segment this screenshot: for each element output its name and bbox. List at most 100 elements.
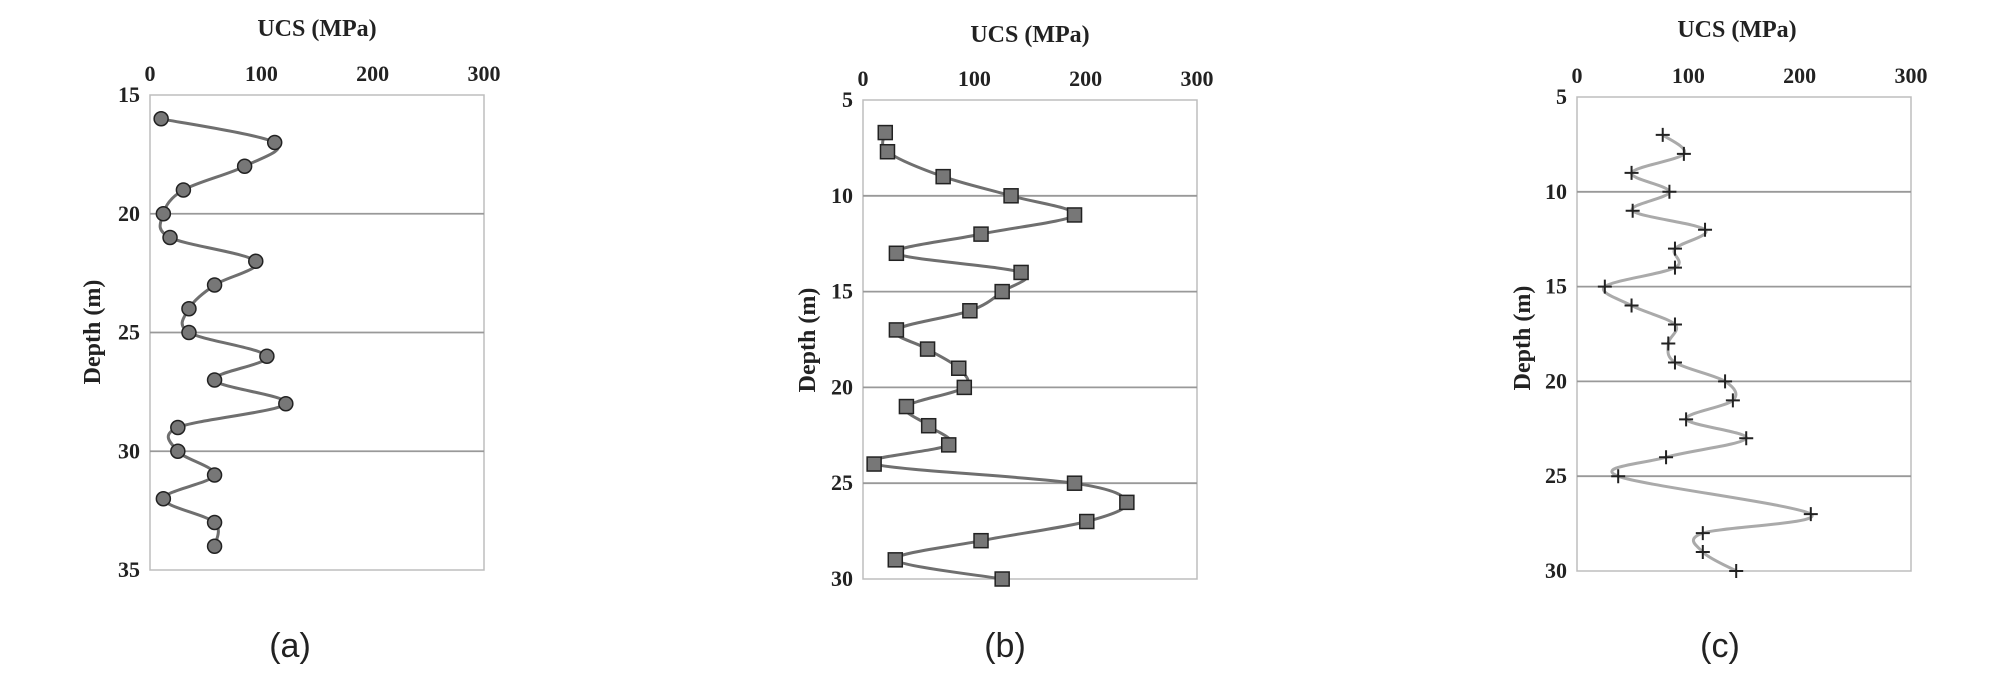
chart-c-data-point (1624, 165, 1639, 180)
chart-c-data-point (1662, 184, 1677, 199)
chart-a-x-tick-label: 0 (145, 61, 156, 86)
chart-c-markers (1597, 127, 1818, 578)
chart-b-x-tick-label: 300 (1181, 66, 1214, 91)
chart-a-data-point (155, 491, 172, 507)
chart-a-caption: (a) (269, 627, 311, 665)
chart-b-data-point (920, 417, 937, 434)
chart-c-x-tick-label: 100 (1672, 63, 1705, 88)
chart-b-y-tick-label: 10 (831, 183, 853, 208)
chart-b-y-axis-title: Depth (m) (795, 288, 821, 393)
chart-c-data-point (1739, 431, 1754, 446)
chart-b-data-point (956, 379, 973, 396)
chart-b-data-point (1066, 475, 1083, 491)
chart-b-data-point (940, 437, 957, 453)
chart-a-data-point (162, 229, 178, 246)
chart-c-y-tick-labels: 5 10 15 20 25 30 (1545, 84, 1567, 583)
chart-c-data-point (1661, 336, 1676, 351)
chart-a-x-axis-title: UCS (MPa) (257, 16, 376, 42)
chart-b-x-tick-label: 200 (1069, 66, 1102, 91)
chart-b-data-point (1119, 494, 1135, 511)
chart-b-caption: (b) (984, 627, 1026, 665)
chart-b-data-point (1013, 264, 1029, 281)
chart-c: 0 100 200 300 5 10 15 20 25 30 UCS (MPa) Depth (… (1510, 17, 1928, 665)
chart-c-x-axis-title: UCS (MPa) (1677, 17, 1796, 43)
chart-c-y-tick-label: 30 (1545, 558, 1567, 583)
chart-a-data-point (278, 396, 294, 412)
chart-c-y-tick-label: 5 (1556, 84, 1567, 109)
chart-a-data-point (266, 134, 283, 151)
chart-b-data-point (919, 341, 936, 357)
chart-a-y-tick-label: 15 (118, 82, 140, 107)
chart-c-y-tick-label: 10 (1545, 179, 1567, 204)
chart-a-x-tick-label: 100 (245, 61, 278, 86)
chart-a-data-point (155, 206, 172, 222)
chart-b-y-tick-label: 25 (831, 470, 853, 495)
chart-c-x-tick-labels: 0 100 200 300 (1572, 63, 1928, 88)
chart-a-y-tick-label: 35 (118, 557, 140, 582)
chart-b-data-point (866, 456, 882, 472)
chart-c-y-tick-label: 25 (1545, 463, 1567, 488)
chart-a-data-point (206, 277, 223, 293)
chart-b-data-point (1003, 188, 1019, 204)
chart-b-data-point (879, 143, 896, 160)
chart-b-markers (866, 124, 1135, 587)
chart-b-data-point (994, 283, 1010, 300)
chart-a-data-point (170, 419, 186, 436)
chart-b-data-point (898, 398, 915, 415)
chart-a-data-point (181, 301, 197, 317)
chart-a-x-tick-labels: 0 100 200 300 (145, 61, 501, 86)
chart-b-x-tick-labels: 0 100 200 300 (858, 66, 1214, 91)
chart-b-data-point (973, 226, 989, 242)
chart-b-y-tick-label: 15 (831, 279, 853, 304)
chart-c-data-point (1695, 526, 1710, 541)
chart-c-data-point (1803, 507, 1818, 522)
chart-c-data-point (1655, 127, 1670, 142)
chart-b-data-point (962, 303, 978, 319)
chart-c-data-point (1725, 393, 1740, 408)
chart-c-data-point (1625, 203, 1640, 218)
chart-c-data-point (1676, 146, 1691, 161)
chart-c-data-point (1611, 469, 1626, 484)
chart-c-data-point (1695, 545, 1710, 560)
chart-b-x-tick-label: 100 (958, 66, 991, 91)
chart-c-caption: (c) (1700, 627, 1740, 665)
chart-b-y-tick-label: 30 (831, 566, 853, 591)
chart-a-data-point (206, 467, 223, 483)
chart-b-y-tick-label: 20 (831, 374, 853, 399)
chart-b: 0 100 200 300 5 10 15 20 25 30 UCS (MPa) Depth (… (795, 22, 1214, 665)
chart-b-x-tick-label: 0 (858, 66, 869, 91)
chart-c-y-tick-label: 15 (1545, 274, 1567, 299)
chart-b-data-point (877, 124, 894, 141)
chart-a-y-tick-label: 30 (118, 438, 140, 463)
chart-b-gridlines (863, 194, 1197, 485)
chart-a-data-point (206, 514, 223, 531)
chart-a-y-tick-label: 25 (118, 320, 140, 345)
chart-c-data-point (1667, 241, 1682, 256)
chart-b-data-point (888, 322, 905, 338)
chart-a-gridlines (150, 212, 484, 453)
chart-a-y-tick-label: 20 (118, 201, 140, 226)
chart-a-data-point (206, 372, 223, 388)
chart-a-data-point (206, 538, 223, 554)
chart-a-data-point (181, 324, 197, 341)
chart-b-data-point (888, 245, 905, 262)
chart-c-plot-frame (1576, 96, 1912, 572)
chart-c-data-point (1667, 355, 1682, 370)
chart-c-data-point (1667, 317, 1682, 332)
chart-c-x-tick-label: 200 (1783, 63, 1816, 88)
chart-a-data-point (248, 253, 264, 269)
chart-c-data-point (1718, 374, 1733, 389)
chart-c-y-tick-label: 20 (1545, 368, 1567, 393)
chart-c-data-point (1729, 564, 1744, 578)
chart-a-data-point (170, 443, 186, 459)
chart-b-data-point (994, 571, 1010, 587)
chart-a-data-point (259, 348, 275, 364)
chart-b-data-point (1079, 513, 1095, 530)
chart-b-series-line (869, 132, 1129, 581)
chart-b-x-axis-title: UCS (MPa) (970, 22, 1089, 48)
chart-c-series-line (1601, 133, 1814, 573)
chart-a: 0 100 200 300 15 20 25 30 35 UCS (MPa) Depth (m… (80, 16, 501, 665)
chart-b-data-point (935, 168, 951, 185)
chart-a-y-tick-labels: 15 20 25 30 35 (118, 82, 140, 582)
